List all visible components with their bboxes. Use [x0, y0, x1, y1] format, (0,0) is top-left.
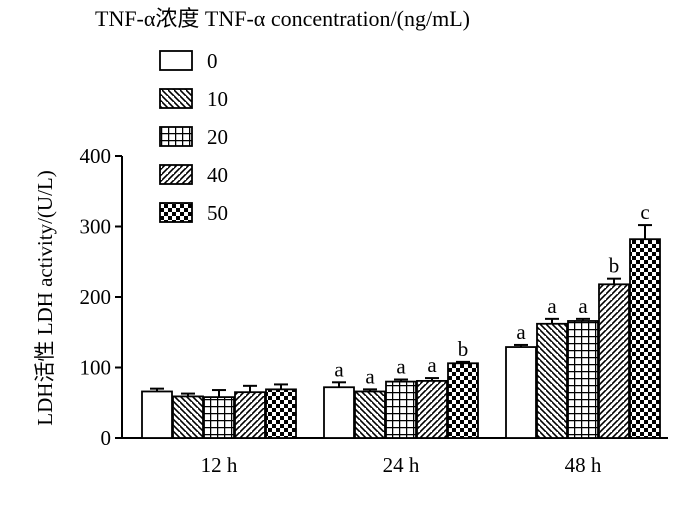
- error-bar: [394, 378, 408, 382]
- legend-item-20: 20: [159, 125, 228, 149]
- legend: 0 10 20 40 50: [159, 49, 228, 225]
- bar-12h-0: [141, 390, 173, 439]
- error-bars: [150, 224, 652, 398]
- bar-12h-40: [234, 391, 266, 439]
- significance-label: a: [547, 294, 557, 318]
- bar-48h-20: [567, 320, 599, 439]
- error-bar: [243, 384, 257, 393]
- error-bar: [425, 377, 439, 381]
- significance-label: a: [365, 364, 375, 388]
- significance-label: a: [578, 294, 588, 318]
- legend-item-40: 40: [159, 163, 228, 187]
- bar-12h-20: [203, 396, 235, 439]
- significance-label: a: [427, 353, 437, 377]
- significance-label: c: [640, 200, 649, 224]
- y-tick-label: 300: [80, 215, 112, 239]
- legend-label: 10: [207, 87, 228, 111]
- error-bar: [638, 224, 652, 240]
- legend-swatch: [159, 164, 193, 185]
- error-bar: [456, 360, 470, 364]
- significance-label: a: [396, 354, 406, 378]
- x-tick-labels: 12 h 24 h 48 h: [201, 453, 602, 477]
- significance-label: b: [609, 254, 620, 278]
- legend-swatch: [159, 88, 193, 109]
- legend-label: 0: [207, 49, 218, 73]
- error-bar: [212, 389, 226, 398]
- legend-label: 50: [207, 201, 228, 225]
- legend-label: 40: [207, 163, 228, 187]
- y-tick-label: 200: [80, 285, 112, 309]
- y-axis-label: LDH活性 LDH activity/(U/L): [33, 170, 57, 425]
- bar-24h-50: [447, 362, 479, 439]
- bar-24h-0: [323, 386, 355, 439]
- bar-24h-10: [354, 390, 386, 439]
- error-bar: [607, 277, 621, 285]
- y-tick-label: 400: [80, 144, 112, 168]
- error-bar: [332, 381, 346, 388]
- x-tick-label: 12 h: [201, 453, 238, 477]
- legend-label: 20: [207, 125, 228, 149]
- y-tick-label: 100: [80, 356, 112, 380]
- error-bar: [274, 383, 288, 390]
- x-tick-label: 48 h: [565, 453, 602, 477]
- bar-24h-20: [385, 380, 417, 439]
- significance-label: a: [334, 357, 344, 381]
- legend-swatch: [159, 126, 193, 147]
- error-bar: [545, 317, 559, 324]
- significance-label: b: [458, 337, 469, 361]
- legend-item-10: 10: [159, 87, 228, 111]
- legend-item-50: 50: [159, 201, 228, 225]
- bars: [141, 238, 661, 439]
- error-bar: [576, 317, 590, 321]
- legend-item-0: 0: [159, 49, 218, 73]
- legend-swatch: [159, 50, 193, 71]
- error-bar: [363, 388, 377, 392]
- bar-48h-0: [505, 346, 537, 439]
- bar-48h-10: [536, 322, 568, 439]
- error-bar: [181, 392, 195, 397]
- x-tick-label: 24 h: [383, 453, 420, 477]
- bar-48h-50: [629, 238, 661, 439]
- y-tick-label: 0: [101, 426, 112, 450]
- legend-title: TNF-α浓度 TNF-α concentration/(ng/mL): [95, 6, 470, 31]
- bar-12h-10: [172, 395, 204, 439]
- bar-12h-50: [265, 388, 297, 439]
- significance-label: a: [516, 320, 526, 344]
- bar-48h-40: [598, 283, 630, 439]
- bar-24h-40: [416, 379, 448, 439]
- error-bar: [514, 343, 528, 348]
- legend-swatch: [159, 202, 193, 223]
- error-bar: [150, 387, 164, 392]
